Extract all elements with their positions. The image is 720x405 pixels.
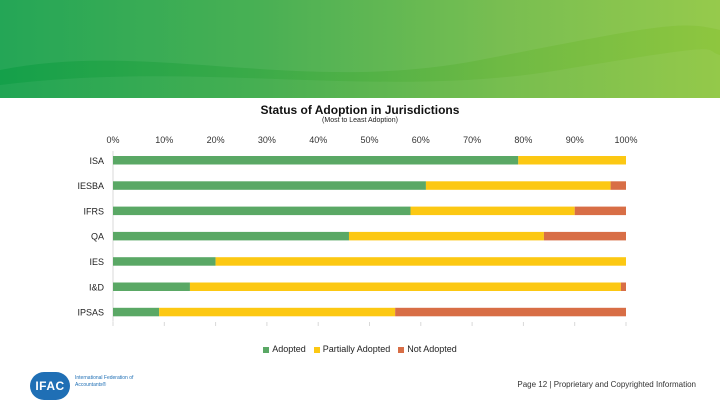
bar-partially-adopted bbox=[348, 231, 544, 241]
x-tick-label: 100% bbox=[614, 135, 637, 145]
category-label: IFRS bbox=[83, 206, 104, 216]
category-label: IES bbox=[89, 257, 104, 267]
bar-adopted bbox=[113, 181, 426, 190]
chart-legend: Adopted Partially Adopted Not Adopted bbox=[0, 344, 720, 354]
legend-label: Not Adopted bbox=[407, 344, 457, 354]
x-tick-label: 10% bbox=[155, 135, 173, 145]
x-tick-label: 20% bbox=[207, 135, 225, 145]
chart-subtitle: (Most to Least Adoption) bbox=[322, 117, 398, 124]
x-tick-label: 70% bbox=[463, 135, 481, 145]
x-tick-label: 40% bbox=[309, 135, 327, 145]
ifac-logo-tagline: International Federation of Accountants® bbox=[75, 375, 134, 388]
chart-title: Status of Adoption in Jurisdictions bbox=[260, 103, 460, 117]
legend-item: Adopted bbox=[263, 344, 306, 354]
bar-partially-adopted bbox=[215, 257, 626, 266]
bar-adopted bbox=[113, 206, 411, 216]
legend-item: Partially Adopted bbox=[313, 344, 391, 354]
ifac-logo: IFAC International Federation of Account… bbox=[30, 372, 133, 400]
header-banner bbox=[0, 0, 720, 98]
bar-not-adopted bbox=[574, 206, 626, 216]
bar-not-adopted bbox=[610, 181, 626, 190]
x-tick-label: 0% bbox=[106, 135, 119, 145]
bar-adopted bbox=[113, 307, 160, 317]
footer-page-info: Page 12 | Proprietary and Copyrighted In… bbox=[517, 380, 696, 389]
bar-partially-adopted bbox=[425, 181, 611, 190]
x-tick-label: 90% bbox=[566, 135, 584, 145]
legend-label: Adopted bbox=[272, 344, 306, 354]
bar-not-adopted bbox=[395, 307, 626, 317]
banner-wave-decoration bbox=[0, 0, 720, 98]
bar-partially-adopted bbox=[159, 307, 396, 317]
x-tick-label: 50% bbox=[360, 135, 378, 145]
bar-adopted bbox=[113, 231, 349, 241]
x-tick-label: 30% bbox=[258, 135, 276, 145]
category-label: IPSAS bbox=[77, 308, 104, 318]
legend-label: Partially Adopted bbox=[322, 344, 391, 354]
bar-adopted bbox=[113, 156, 519, 165]
ifac-logo-mark: IFAC bbox=[30, 372, 70, 400]
bar-adopted bbox=[113, 257, 216, 266]
category-label: ISA bbox=[89, 156, 104, 166]
legend-item: Not Adopted bbox=[398, 344, 457, 354]
category-label: QA bbox=[91, 232, 104, 242]
bar-partially-adopted bbox=[410, 206, 575, 216]
bar-not-adopted bbox=[543, 231, 626, 241]
legend-swatch bbox=[263, 346, 270, 353]
category-label: I&D bbox=[89, 282, 105, 292]
bar-adopted bbox=[113, 282, 190, 291]
legend-swatch bbox=[313, 346, 320, 353]
bar-partially-adopted bbox=[518, 156, 626, 165]
legend-swatch bbox=[398, 346, 405, 353]
bar-not-adopted bbox=[620, 282, 626, 291]
x-tick-label: 80% bbox=[514, 135, 532, 145]
category-label: IESBA bbox=[77, 181, 104, 191]
bar-partially-adopted bbox=[189, 282, 621, 291]
x-tick-label: 60% bbox=[412, 135, 430, 145]
